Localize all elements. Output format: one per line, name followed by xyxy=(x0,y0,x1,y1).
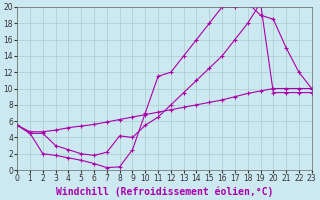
X-axis label: Windchill (Refroidissement éolien,°C): Windchill (Refroidissement éolien,°C) xyxy=(56,186,273,197)
